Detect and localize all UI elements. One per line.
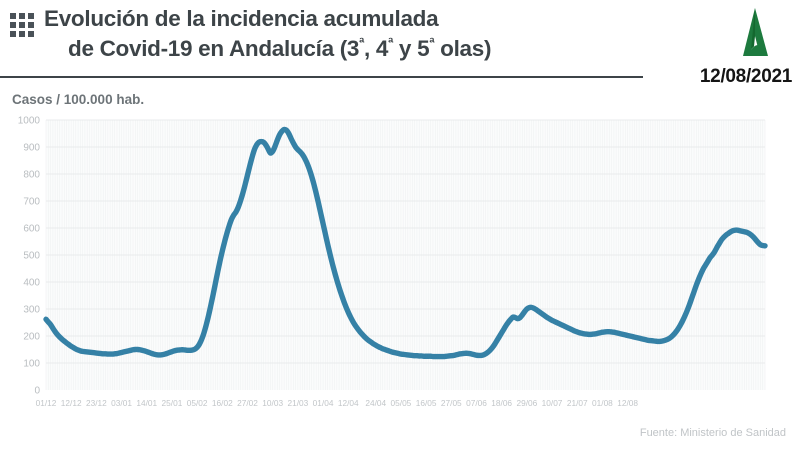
y-tick-0: 0 <box>34 386 40 397</box>
incidence-data-line <box>43 126 768 360</box>
y-axis-tick-labels: 0 100 200 300 400 500 600 700 800 900 1000 <box>18 116 41 397</box>
title-line-1: Evolución de la incidencia acumulada <box>44 6 439 31</box>
y-tick-1000: 1000 <box>18 116 41 127</box>
y-tick-600: 600 <box>23 224 40 235</box>
y-tick-200: 200 <box>23 332 40 343</box>
date-label: 12/08/2021 <box>699 66 792 87</box>
y-tick-900: 900 <box>23 143 40 154</box>
source-attribution: Fuente: Ministerio de Sanidad <box>639 427 786 439</box>
x-tick-12-12: 12/12 <box>61 398 82 408</box>
y-tick-400: 400 <box>23 278 40 289</box>
x-tick-01-12: 01/12 <box>36 398 57 408</box>
y-axis-title: Casos / 100.000 hab. <box>12 92 145 107</box>
x-tick-10-07: 10/07 <box>542 398 563 408</box>
x-tick-27-05: 27/05 <box>441 398 462 408</box>
incidence-line-chart: 0 100 200 300 400 500 600 700 800 900 1000 01/12 12… <box>18 116 768 408</box>
junta-de-andalucia-logo-icon <box>743 8 768 56</box>
title-ordinal-5: ª <box>429 34 435 51</box>
y-tick-800: 800 <box>23 170 40 181</box>
title-divider <box>0 76 643 78</box>
chart-area: 0 100 200 300 400 500 600 700 800 900 1000 01/12 12… <box>0 112 800 412</box>
x-tick-05-05: 05/05 <box>391 398 412 408</box>
y-tick-700: 700 <box>23 197 40 208</box>
y-tick-300: 300 <box>23 305 40 316</box>
x-tick-10-03: 10/03 <box>262 398 283 408</box>
x-tick-05-02: 05/02 <box>187 398 208 408</box>
x-tick-01-04: 01/04 <box>313 398 334 408</box>
x-tick-14-01: 14/01 <box>136 398 157 408</box>
x-tick-12-08: 12/08 <box>617 398 638 408</box>
y-tick-500: 500 <box>23 251 40 262</box>
x-tick-29-06: 29/06 <box>516 398 537 408</box>
horizontal-gridlines <box>46 119 765 364</box>
x-tick-16-05: 16/05 <box>416 398 437 408</box>
title-line-2: de Covid-19 en Andalucía (3ª, 4ª y 5ª ol… <box>44 34 644 64</box>
x-tick-16-02: 16/02 <box>212 398 233 408</box>
x-tick-23-12: 23/12 <box>86 398 107 408</box>
grid-3x3-icon <box>10 13 36 39</box>
x-tick-21-03: 21/03 <box>287 398 308 408</box>
x-tick-21-07: 21/07 <box>567 398 588 408</box>
title-line-2-part-d: olas) <box>434 36 492 61</box>
x-axis-tick-labels: 01/12 12/12 23/12 03/01 14/01 25/01 05/02 16/02… <box>36 398 639 408</box>
x-tick-07-06: 07/06 <box>466 398 487 408</box>
x-tick-24-04: 24/04 <box>365 398 386 408</box>
title-ordinal-4: ª <box>388 34 393 51</box>
title-line-2-part-b: , 4 <box>364 36 389 61</box>
x-tick-01-08: 01/08 <box>592 398 613 408</box>
x-tick-18-06: 18/06 <box>491 398 512 408</box>
page-title: Evolución de la incidencia acumulada de … <box>44 4 644 64</box>
title-line-2-part-a: de Covid-19 en Andalucía (3 <box>68 36 360 61</box>
header: Evolución de la incidencia acumulada de … <box>0 0 800 87</box>
title-ordinal-3: ª <box>359 34 364 51</box>
title-line-2-part-c: y 5 <box>392 36 430 61</box>
x-tick-12-04: 12/04 <box>338 398 359 408</box>
x-tick-03-01: 03/01 <box>111 398 132 408</box>
x-tick-27-02: 27/02 <box>237 398 258 408</box>
y-tick-100: 100 <box>23 359 40 370</box>
x-tick-25-01: 25/01 <box>162 398 183 408</box>
